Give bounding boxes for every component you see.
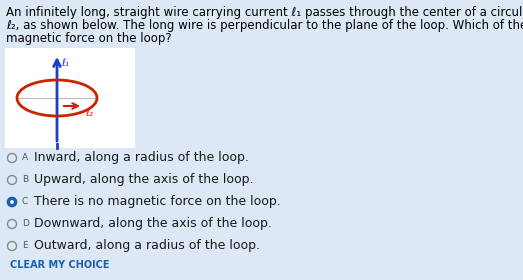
Text: Outward, along a radius of the loop.: Outward, along a radius of the loop. — [34, 239, 260, 253]
Text: An infinitely long, straight wire carrying current ℓ₁ passes through the center : An infinitely long, straight wire carryi… — [6, 6, 523, 19]
Text: B: B — [22, 175, 28, 184]
Text: magnetic force on the loop?: magnetic force on the loop? — [6, 32, 172, 45]
Text: A: A — [22, 153, 28, 162]
Circle shape — [7, 197, 17, 207]
Text: ℓ₁: ℓ₁ — [61, 58, 69, 68]
Text: Downward, along the axis of the loop.: Downward, along the axis of the loop. — [34, 218, 272, 230]
Text: Upward, along the axis of the loop.: Upward, along the axis of the loop. — [34, 174, 254, 186]
FancyBboxPatch shape — [5, 48, 135, 148]
Text: C: C — [22, 197, 28, 206]
Circle shape — [10, 200, 14, 204]
Text: E: E — [22, 241, 28, 250]
Text: Inward, along a radius of the loop.: Inward, along a radius of the loop. — [34, 151, 249, 165]
Text: CLEAR MY CHOICE: CLEAR MY CHOICE — [10, 260, 109, 270]
Text: ℓ₂, as shown below. The long wire is perpendicular to the plane of the loop. Whi: ℓ₂, as shown below. The long wire is per… — [6, 19, 523, 32]
Text: D: D — [22, 219, 29, 228]
Text: There is no magnetic force on the loop.: There is no magnetic force on the loop. — [34, 195, 281, 209]
Text: ℓ₂: ℓ₂ — [85, 108, 93, 118]
